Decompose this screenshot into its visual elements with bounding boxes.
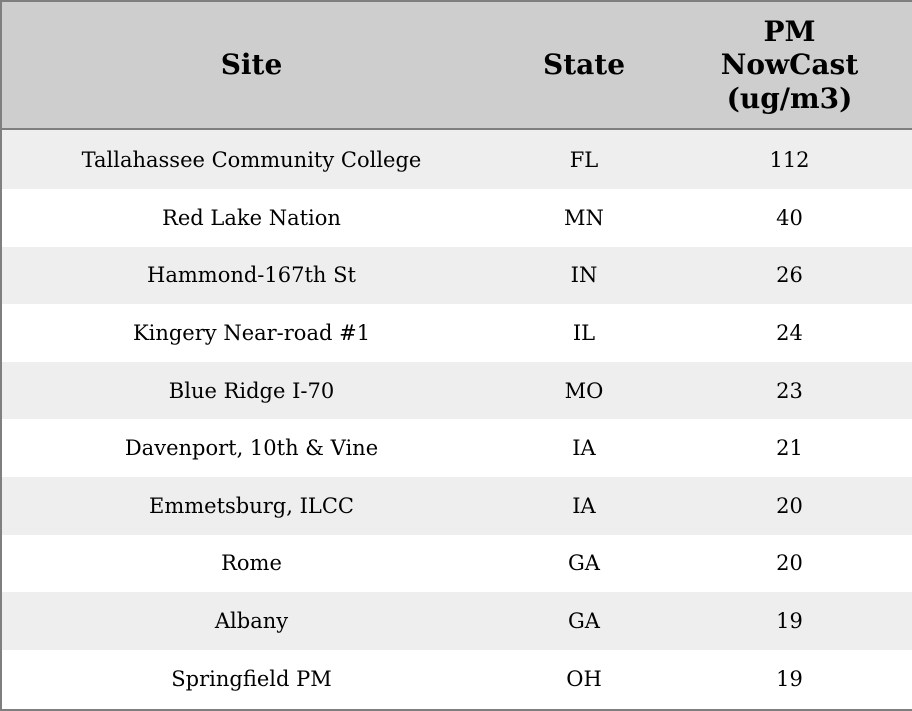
site-cell: Hammond-167th St: [147, 263, 356, 288]
column-header-site: Site: [1, 1, 501, 130]
site-cell: Albany: [214, 609, 289, 634]
table-row: Springfield PM OH 19: [1, 649, 912, 710]
state-cell: IA: [572, 493, 596, 518]
pm-nowcast-cell: 24: [776, 321, 803, 346]
state-cell: MO: [564, 378, 604, 403]
site-cell: Rome: [221, 551, 282, 576]
site-cell: Kingery Near-road #1: [132, 321, 371, 346]
column-header-state: State: [501, 1, 667, 130]
table-row: Tallahassee Community College FL 112: [1, 129, 912, 190]
pm-nowcast-cell: 23: [776, 378, 803, 403]
table-row: Emmetsburg, ILCC IA 20: [1, 477, 912, 535]
site-cell: Davenport, 10th & Vine: [124, 436, 379, 461]
table-row: Blue Ridge I-70 MO 23: [1, 361, 912, 420]
header-row: Site State PM NowCast (ug/m3): [1, 1, 912, 130]
pm-nowcast-cell: 19: [776, 667, 803, 692]
site-cell: Emmetsburg, ILCC: [149, 493, 354, 518]
site-cell: Red Lake Nation: [162, 205, 341, 230]
table-row: Davenport, 10th & Vine IA 21: [1, 419, 912, 478]
pm-nowcast-cell: 40: [776, 205, 803, 230]
site-cell: Springfield PM: [171, 667, 332, 692]
state-cell: MN: [564, 205, 604, 230]
table-row: Kingery Near-road #1 IL 24: [1, 304, 912, 362]
table-row: Rome GA 20: [1, 534, 912, 593]
state-cell: IA: [572, 436, 596, 461]
site-cell: Blue Ridge I-70: [168, 378, 335, 403]
pm-nowcast-cell: 21: [776, 436, 803, 461]
state-cell: IN: [570, 263, 598, 288]
pm-nowcast-cell: 112: [769, 147, 810, 172]
state-cell: GA: [568, 551, 600, 576]
state-cell: IL: [572, 321, 596, 346]
table-row: Hammond-167th St IN 26: [1, 246, 912, 305]
state-cell: OH: [566, 667, 602, 692]
pm-nowcast-cell: 26: [776, 263, 803, 288]
pm-nowcast-cell: 20: [776, 551, 803, 576]
pm-nowcast-cell: 19: [776, 609, 803, 634]
state-cell: FL: [569, 147, 599, 172]
pm-nowcast-cell: 20: [776, 493, 803, 518]
state-cell: GA: [568, 609, 600, 634]
site-cell: Tallahassee Community College: [81, 147, 422, 172]
table-row: Albany GA 19: [1, 592, 912, 650]
column-header-pm-nowcast: PM NowCast (ug/m3): [667, 1, 912, 130]
table-row: Red Lake Nation MN 40: [1, 189, 912, 247]
